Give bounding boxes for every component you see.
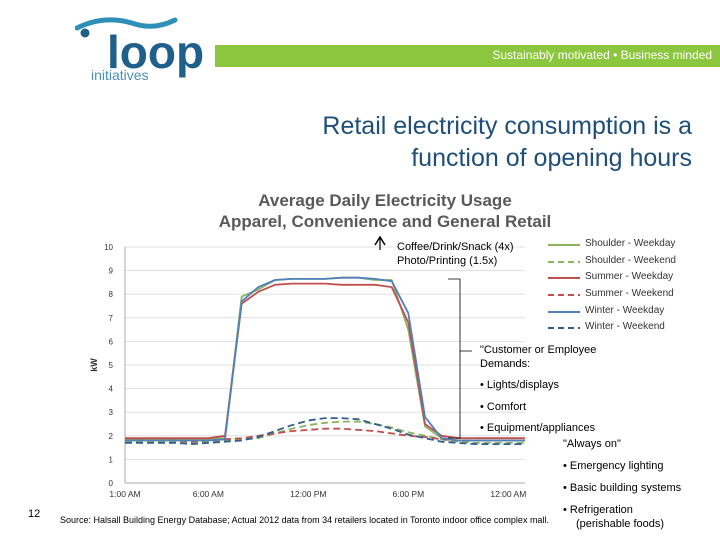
chart-lines [125,276,525,446]
bullet-emergency-lighting: • Emergency lighting [563,460,664,472]
chart-axes: 0 1 2 3 4 5 6 7 8 9 10 kW 1:00 AM 6:00 AM 12:00 PM 6:00… [89,243,526,499]
chart-title-line2: Apparel, Convenience and General Retail [218,212,552,231]
tagline-bar: Sustainably motivated • Business minded [215,45,720,67]
slide-title-line1: Retail electricity consumption is a [322,112,692,140]
y-tick-label: 10 [104,243,113,252]
y-tick-label: 1 [109,455,114,464]
y-tick-label: 6 [109,337,114,346]
top-annotation: Coffee/Drink/Snack (4x) Photo/Printing (… [397,240,514,268]
y-tick-label: 0 [109,479,114,488]
bullet-building-systems: • Basic building systems [563,482,682,494]
slide-title-line2: function of opening hours [411,144,692,172]
bullet-equipment: • Equipment/appliances [480,422,596,434]
x-tick-label: 12:00 PM [290,489,326,499]
header: Sustainably motivated • Business minded … [0,0,720,100]
series-line-winter-weekend [125,417,525,446]
legend-swatch [548,294,580,297]
series-line-shoulder-weekday [125,276,525,442]
legend-label: Winter - Weekend [585,321,665,333]
legend-swatch [548,260,580,263]
x-tick-label: 1:00 AM [109,489,140,499]
tagline: Sustainably motivated • Business minded [492,48,712,62]
legend-item: Shoulder - Weekend [548,254,720,271]
demand-annotation-line1: "Customer or Employee [480,344,597,356]
chart-legend: Shoulder - Weekday Shoulder - Weekend Summ… [548,237,720,337]
chart-title: Average Daily Electricity Usage Apparel,… [160,190,610,232]
demand-annotation: "Customer or Employee Demands: [480,343,596,371]
logo-word: loop [107,26,204,78]
legend-label: Summer - Weekday [585,271,674,283]
legend-swatch [548,327,580,330]
x-tick-label: 6:00 AM [193,489,224,499]
series-line-summer-weekday [125,282,525,440]
chart-title-line1: Average Daily Electricity Usage [258,191,512,210]
bullet-comfort: • Comfort [480,401,527,413]
series-line-winter-weekday [125,276,525,442]
y-tick-label: 7 [109,314,114,323]
legend-label: Summer - Weekend [585,288,674,300]
y-tick-label: 3 [109,408,114,417]
legend-label: Shoulder - Weekday [585,238,676,249]
loop-logo: loop initiatives [75,17,204,83]
x-tick-label: 6:00 PM [393,489,425,499]
legend-label: Winter - Weekday [585,304,665,316]
legend-item: Summer - Weekday [548,270,720,287]
legend-swatch [548,310,580,313]
bullet-refrigeration-sub: (perishable foods) [576,518,665,530]
y-axis-label: kW [89,358,99,372]
bullet-refrigeration: • Refrigeration [563,504,633,516]
series-line-shoulder-weekend [125,420,525,444]
y-tick-label: 9 [109,267,114,276]
bullet-lights: • Lights/displays [480,379,560,391]
arrow-head-icon [374,235,386,246]
y-tick-label: 5 [109,361,114,370]
chart-annotation-marks [374,235,472,439]
legend-swatch [548,244,580,246]
legend-swatch [548,277,580,280]
top-annotation-line2: Photo/Printing (1.5x) [397,255,498,267]
x-tick-label: 12:00 AM [490,489,526,499]
legend-label: Shoulder - Weekend [585,254,676,266]
legend-item: Winter - Weekend [548,320,720,337]
slide-title: Retail electricity consumption is a func… [192,110,692,174]
y-tick-label: 8 [109,290,114,299]
top-annotation-line1: Coffee/Drink/Snack (4x) [397,241,514,253]
y-tick-label: 4 [109,385,114,394]
always-on-label: "Always on" [563,438,621,450]
demand-annotation-line2: Demands: [480,358,531,370]
bracket-upper [448,278,472,352]
y-tick-label: 2 [109,432,114,441]
logo-sub: initiatives [91,67,149,83]
bracket-lower [448,351,461,439]
legend-item: Shoulder - Weekday [548,237,720,254]
legend-item: Winter - Weekday [548,304,720,321]
source-note: Source: Halsall Building Energy Database… [60,515,549,525]
legend-item: Summer - Weekend [548,287,720,304]
page-number: 12 [28,508,41,520]
